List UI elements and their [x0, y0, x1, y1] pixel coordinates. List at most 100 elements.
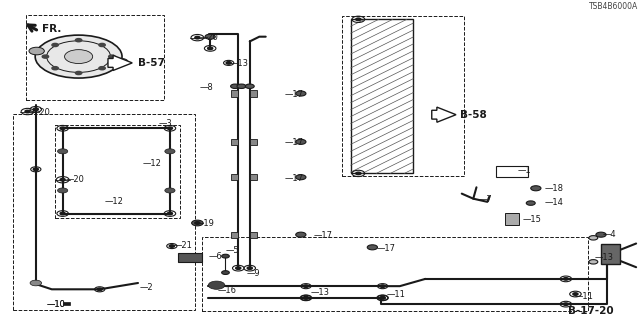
Circle shape — [30, 280, 42, 286]
Text: —17: —17 — [314, 231, 333, 240]
Bar — [26, 15, 164, 100]
Text: B-17-20: B-17-20 — [568, 306, 614, 316]
Circle shape — [99, 44, 105, 46]
Circle shape — [35, 35, 122, 78]
Circle shape — [237, 84, 246, 88]
Text: —15: —15 — [523, 215, 542, 224]
Text: —2: —2 — [140, 283, 154, 292]
Circle shape — [531, 186, 541, 191]
Text: —17: —17 — [376, 244, 395, 253]
Bar — [351, 19, 413, 173]
Text: —17: —17 — [285, 174, 304, 183]
Bar — [230, 90, 238, 97]
Circle shape — [596, 232, 606, 237]
Bar — [63, 302, 70, 305]
Text: —16: —16 — [218, 286, 237, 295]
Circle shape — [380, 297, 385, 299]
Circle shape — [58, 149, 68, 154]
Circle shape — [52, 67, 58, 70]
Text: —13: —13 — [229, 59, 248, 68]
Text: —10: —10 — [47, 300, 65, 309]
Circle shape — [380, 297, 385, 299]
Circle shape — [356, 172, 361, 175]
Text: —20: —20 — [66, 175, 84, 184]
Bar — [13, 114, 195, 310]
Circle shape — [589, 260, 598, 264]
Circle shape — [60, 212, 65, 215]
Circle shape — [563, 303, 568, 305]
Circle shape — [367, 245, 378, 250]
FancyArrow shape — [432, 107, 456, 122]
Text: —18: —18 — [545, 184, 564, 193]
Text: —8: —8 — [200, 83, 214, 92]
Circle shape — [168, 212, 173, 215]
Circle shape — [296, 175, 306, 180]
Text: —4: —4 — [602, 229, 616, 238]
Circle shape — [226, 62, 231, 64]
Circle shape — [208, 281, 225, 289]
Circle shape — [33, 168, 38, 171]
Circle shape — [207, 47, 212, 50]
Bar — [230, 139, 238, 145]
Bar — [250, 174, 257, 180]
Text: —11: —11 — [574, 292, 593, 301]
Circle shape — [296, 139, 306, 144]
Bar — [178, 253, 202, 262]
Bar — [230, 174, 238, 180]
Text: TSB4B6000A: TSB4B6000A — [589, 3, 638, 12]
Circle shape — [296, 91, 306, 96]
Circle shape — [170, 245, 174, 247]
Text: —12: —12 — [143, 159, 161, 168]
Circle shape — [65, 50, 93, 64]
Circle shape — [52, 44, 58, 46]
Bar — [55, 125, 179, 218]
Text: —12: —12 — [104, 197, 123, 206]
Circle shape — [33, 108, 38, 111]
Circle shape — [42, 55, 49, 58]
Text: —17: —17 — [285, 90, 304, 99]
Circle shape — [303, 285, 308, 287]
Text: —11: —11 — [387, 290, 406, 299]
Circle shape — [589, 236, 598, 240]
Circle shape — [205, 34, 215, 39]
Circle shape — [191, 220, 203, 226]
Circle shape — [165, 149, 175, 154]
Circle shape — [563, 278, 568, 280]
Text: B-57: B-57 — [138, 58, 165, 68]
Circle shape — [380, 285, 385, 287]
Circle shape — [60, 179, 65, 181]
Circle shape — [113, 58, 128, 66]
Bar — [250, 90, 257, 97]
Circle shape — [60, 127, 65, 130]
Bar — [496, 166, 528, 177]
Circle shape — [165, 188, 175, 193]
Bar — [342, 16, 464, 176]
Text: FR.: FR. — [42, 24, 61, 34]
Text: —6: —6 — [208, 252, 222, 261]
Circle shape — [230, 84, 239, 88]
Bar — [601, 244, 620, 264]
Text: —20: —20 — [200, 33, 219, 42]
Circle shape — [221, 254, 229, 258]
Text: —9: —9 — [246, 269, 260, 278]
Circle shape — [76, 39, 82, 42]
Text: —1: —1 — [518, 166, 532, 175]
Text: —20: —20 — [31, 108, 50, 117]
Circle shape — [168, 127, 173, 130]
Circle shape — [247, 267, 252, 269]
Circle shape — [29, 47, 44, 55]
Circle shape — [526, 201, 535, 205]
Bar — [230, 232, 238, 238]
Circle shape — [303, 297, 308, 299]
Circle shape — [356, 18, 361, 20]
FancyArrow shape — [108, 55, 132, 70]
Circle shape — [296, 232, 306, 237]
Circle shape — [245, 84, 254, 88]
Text: —14: —14 — [545, 198, 564, 207]
Bar — [505, 212, 519, 225]
Text: —3: —3 — [159, 119, 173, 128]
Circle shape — [97, 288, 102, 291]
Circle shape — [303, 297, 308, 299]
Text: —5: —5 — [225, 246, 239, 255]
Text: B-58: B-58 — [461, 110, 487, 120]
